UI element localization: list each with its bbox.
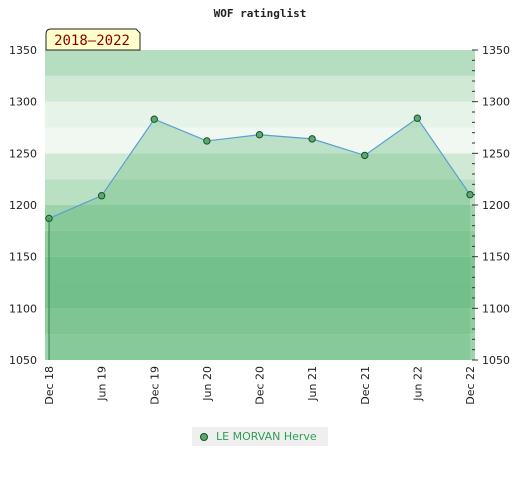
data-points <box>45 114 474 223</box>
y-tick-label-right: 1150 <box>482 251 510 264</box>
background-band <box>45 256 475 283</box>
background-bands <box>45 50 475 360</box>
background-band <box>45 50 475 76</box>
y-tick-label-right: 1250 <box>482 147 510 160</box>
x-tick-label: Dec 20 <box>254 366 267 405</box>
data-point <box>361 151 369 160</box>
data-point <box>308 135 316 143</box>
background-band <box>45 205 475 231</box>
background-band <box>45 308 475 335</box>
legend-marker-icon <box>200 432 208 441</box>
y-tick-label-right: 1300 <box>482 96 510 109</box>
y-tick-label-left: 1200 <box>9 199 37 212</box>
y-tick-label-left: 1150 <box>9 251 37 264</box>
data-point <box>97 192 106 200</box>
data-point <box>413 114 422 122</box>
background-band <box>45 101 475 128</box>
x-tick-label: Jun 20 <box>201 366 214 402</box>
y-tick-label-left: 1300 <box>9 96 37 109</box>
chart-title: WOF ratinglist <box>214 7 307 20</box>
y-tick-label-right: 1350 <box>482 44 510 57</box>
legend: LE MORVAN Herve <box>192 427 328 446</box>
background-band <box>45 75 475 102</box>
rating-area <box>49 118 470 360</box>
year-range-text: 2018–2022 <box>54 33 130 49</box>
x-tick-label: Dec 22 <box>464 366 477 405</box>
y-tick-label-left: 1050 <box>9 354 37 367</box>
y-axis-left: 1050 1100 1150 1200 1250 1300 1350 <box>9 44 37 367</box>
background-band <box>45 282 475 309</box>
x-axis: Dec 18 Jun 19 Dec 19 Jun 20 Dec 20 Jun 21 Dec … <box>43 366 477 405</box>
y-axis-right: 1050 1100 1150 1200 1250 1300 1350 <box>472 44 510 367</box>
data-point <box>466 190 474 199</box>
data-point <box>255 131 264 139</box>
y-tick-label-right: 1100 <box>482 302 510 315</box>
x-tick-label: Jun 19 <box>96 366 109 402</box>
y-tick-label-right: 1200 <box>482 199 510 212</box>
background-band <box>45 179 475 205</box>
background-band <box>45 230 475 257</box>
x-tick-label: Jun 22 <box>411 366 424 402</box>
x-tick-label: Dec 21 <box>359 366 372 405</box>
year-range-badge: 2018–2022 <box>45 28 141 51</box>
x-tick-label: Dec 19 <box>148 366 161 405</box>
data-point <box>203 137 211 145</box>
legend-label: LE MORVAN Herve <box>216 430 317 443</box>
y-tick-label-left: 1350 <box>9 44 37 57</box>
y-tick-label-left: 1100 <box>9 302 37 315</box>
x-tick-label: Jun 21 <box>306 366 319 402</box>
y-tick-label-left: 1250 <box>9 147 37 160</box>
data-point <box>150 115 158 123</box>
x-tick-label: Dec 18 <box>43 366 56 405</box>
background-band <box>45 334 475 360</box>
y-tick-label-right: 1050 <box>482 354 510 367</box>
